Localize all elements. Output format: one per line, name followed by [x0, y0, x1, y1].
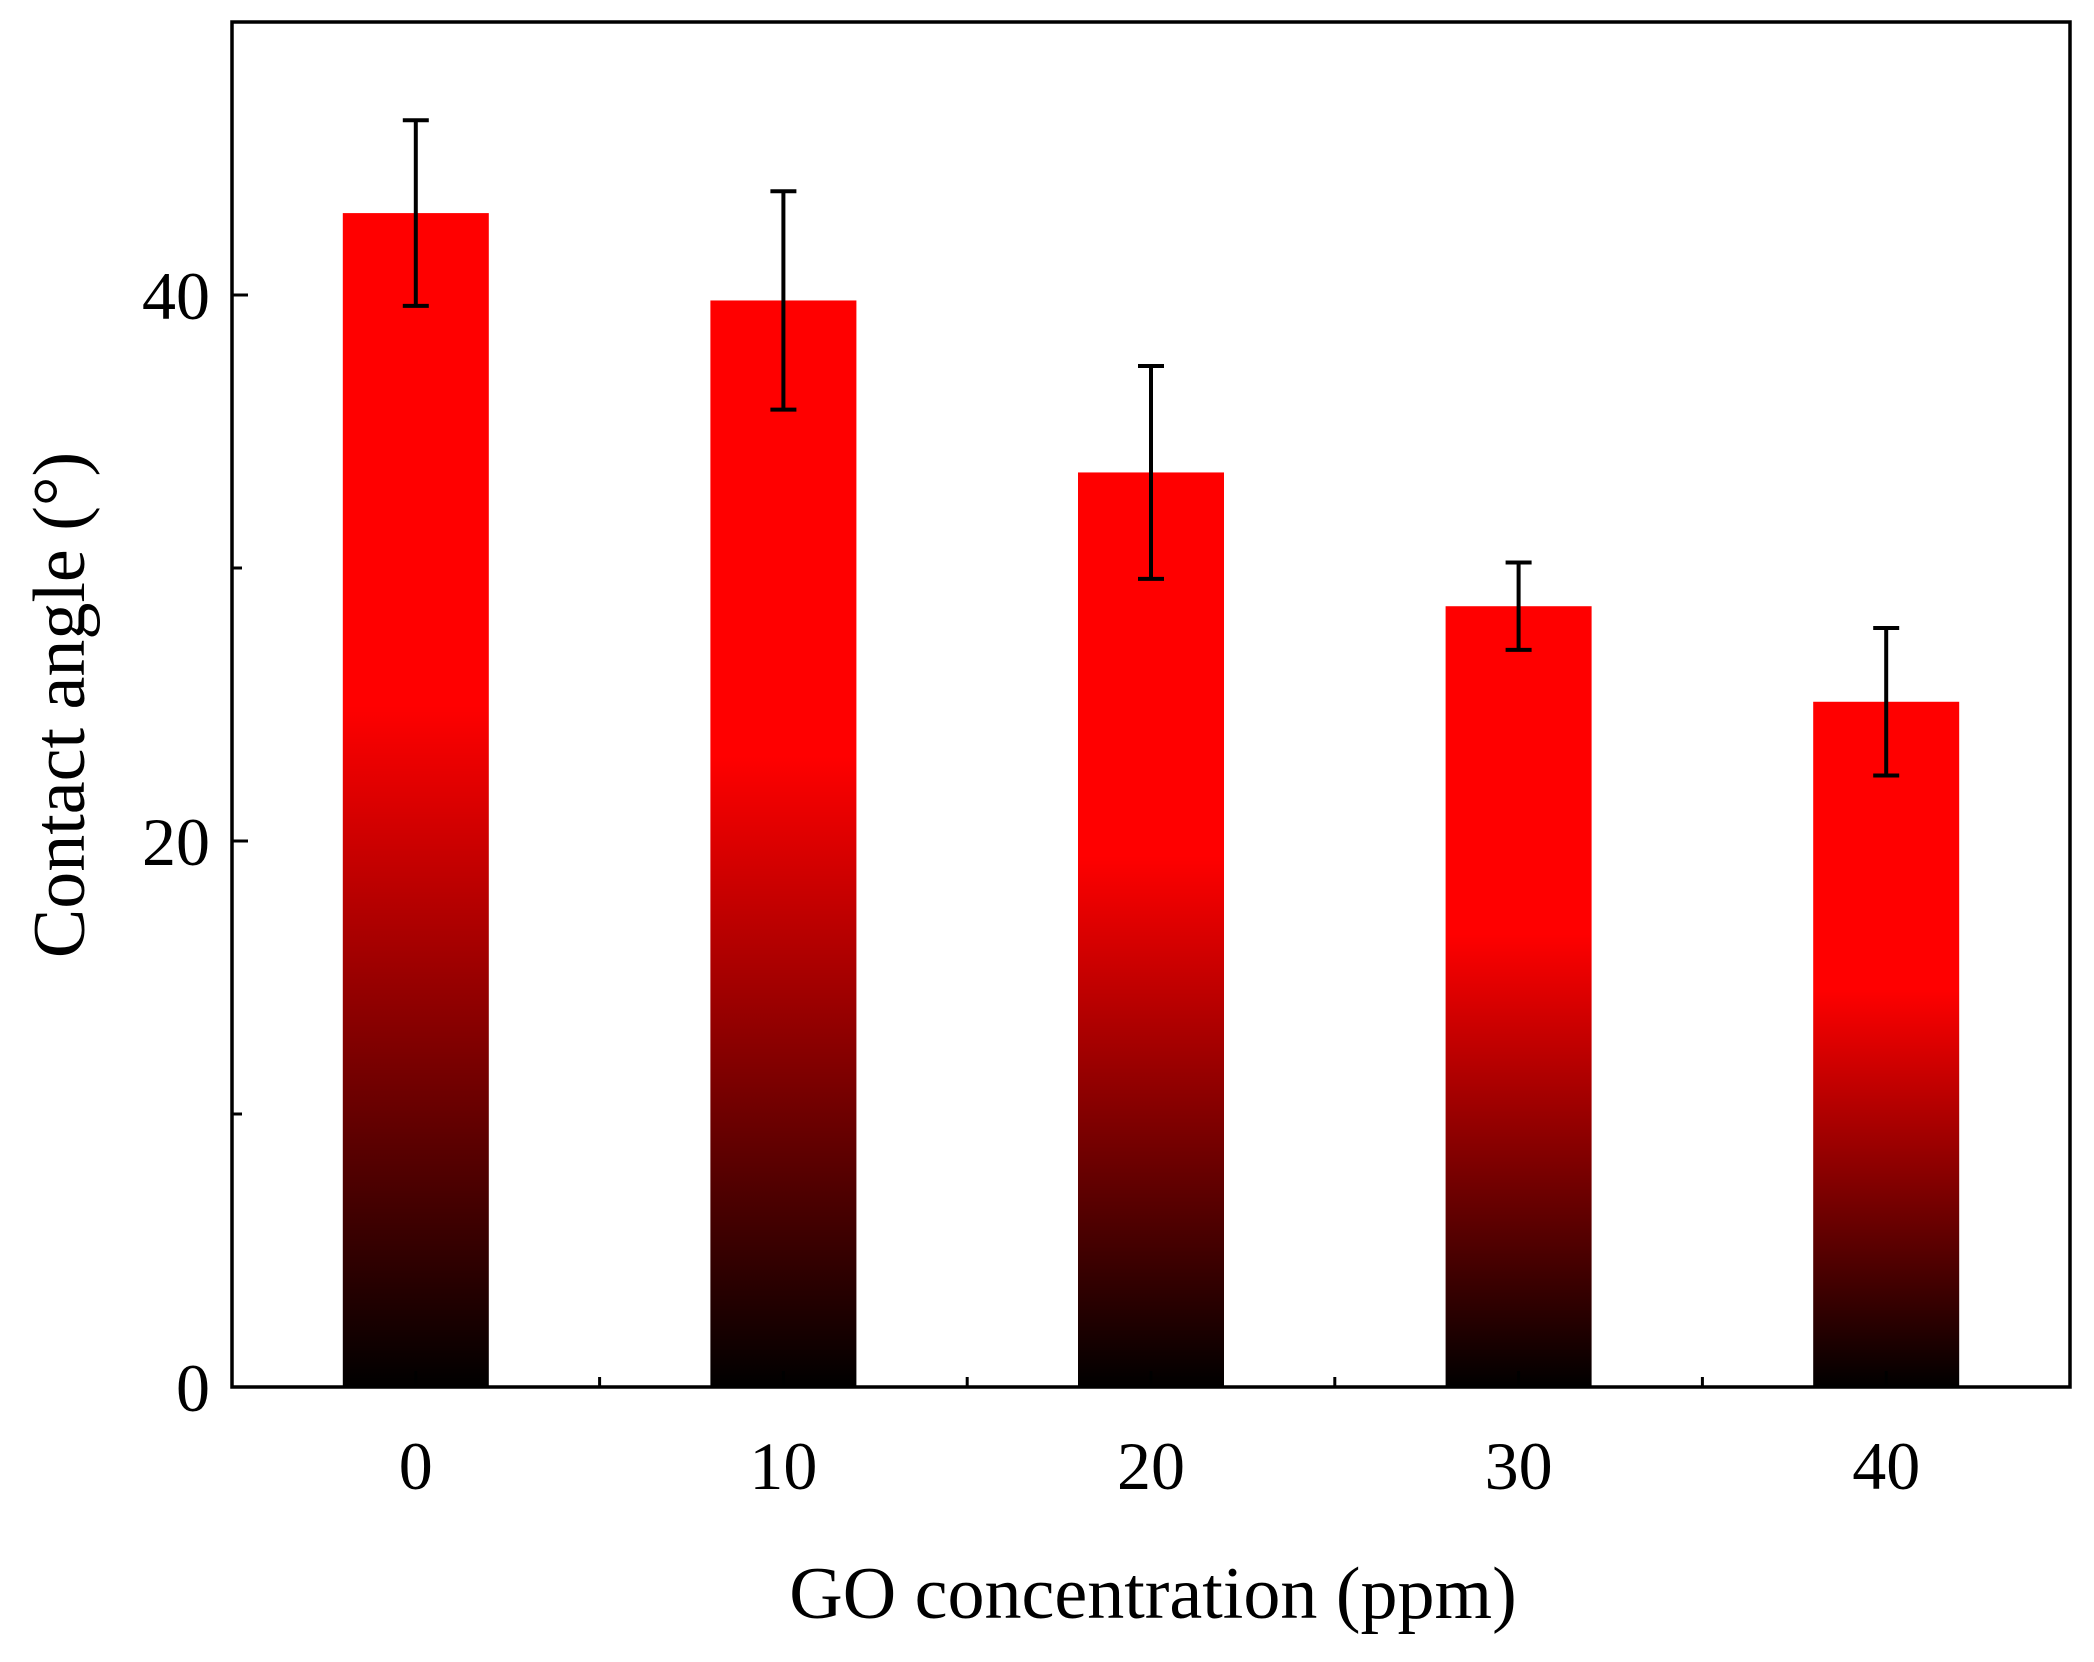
x-tick-label-0: 0	[399, 1428, 433, 1504]
error-bar-30	[1505, 560, 1532, 652]
y-tick-label-0: 0	[176, 1350, 210, 1426]
y-tick-label-20: 20	[142, 804, 210, 880]
bar-0	[342, 213, 489, 1388]
bar-20	[1078, 472, 1224, 1387]
bar-40	[1813, 701, 1960, 1387]
bar-30	[1445, 606, 1592, 1387]
x-axis-label: GO concentration (ppm)	[789, 1553, 1516, 1635]
bar-10	[710, 300, 857, 1388]
y-axis-label: Contact angle (°)	[19, 452, 101, 958]
bars-layer	[342, 213, 1960, 1388]
y-tick-label-40: 40	[142, 258, 210, 334]
tick-labels-layer: 0 10 20 30 40 0 20 40	[142, 258, 1920, 1504]
error-bars-layer	[402, 118, 1900, 778]
x-tick-label-30: 30	[1485, 1428, 1553, 1504]
error-bar-20	[1138, 363, 1164, 581]
error-bar-10	[770, 189, 797, 412]
x-tick-label-40: 40	[1852, 1428, 1920, 1504]
x-tick-label-10: 10	[749, 1428, 817, 1504]
x-tick-label-20: 20	[1117, 1428, 1185, 1504]
error-bar-0	[402, 118, 429, 308]
ticks-layer	[232, 293, 1888, 1389]
error-bar-40	[1873, 626, 1900, 778]
